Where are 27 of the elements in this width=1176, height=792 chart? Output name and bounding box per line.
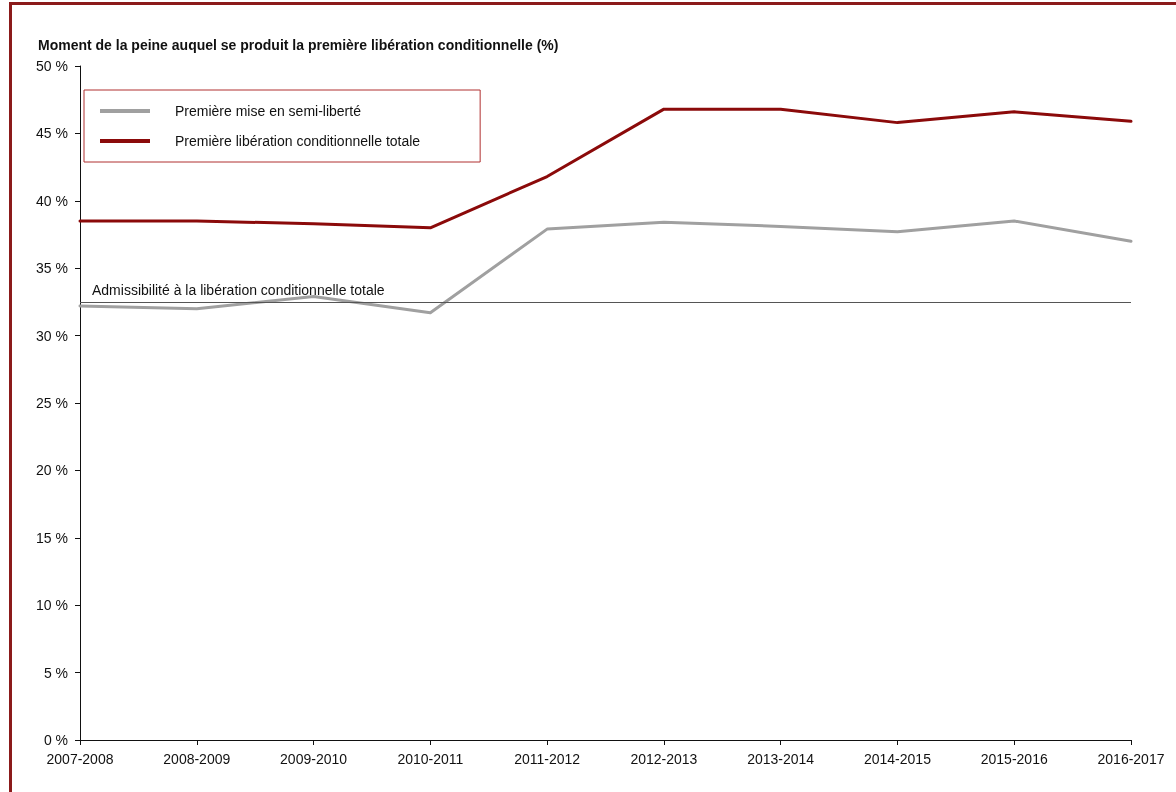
x-tick-label: 2015-2016 <box>980 751 1048 767</box>
y-tick-label: 40 % <box>36 192 68 209</box>
x-tick-label: 2014-2015 <box>863 751 932 767</box>
x-tick-label: 2010-2011 <box>397 751 464 767</box>
y-tick-label: 25 % <box>36 395 68 411</box>
x-tick-label: 2016-2017 <box>1097 751 1165 767</box>
x-tick-label: 2013-2014 <box>747 751 815 767</box>
line-series <box>78 219 1133 315</box>
x-tick-label: 2009-2010 <box>280 751 348 767</box>
y-tick-label: 5 % <box>43 664 68 681</box>
ref-line-label: Admissibilité à la libération conditionnelle totale <box>92 281 385 298</box>
legend-label: Première mise en semi-liberté <box>175 103 362 119</box>
y-tick-label: 30 % <box>36 327 68 344</box>
x-tick-label: 2008-2009 <box>163 751 231 767</box>
x-tick-label: 2012-2013 <box>630 751 698 767</box>
y-tick-label: 0 % <box>43 732 68 748</box>
y-tick-label: 20 % <box>36 462 68 479</box>
y-tick-label: 35 % <box>36 260 68 277</box>
x-tick-label: 2007-2008 <box>46 751 114 767</box>
line-series <box>78 107 1133 230</box>
y-tick-label: 50 % <box>36 58 68 74</box>
x-tick-label: 2011-2012 <box>514 751 581 767</box>
y-tick-label: 10 % <box>36 597 68 614</box>
legend-label: Première libération conditionnelle totale <box>175 133 421 149</box>
y-tick-label: 45 % <box>36 125 68 142</box>
y-tick-label: 15 % <box>36 529 68 546</box>
chart-title: Moment de la peine auquel se produit la première libération conditionnelle (%) <box>38 37 559 53</box>
